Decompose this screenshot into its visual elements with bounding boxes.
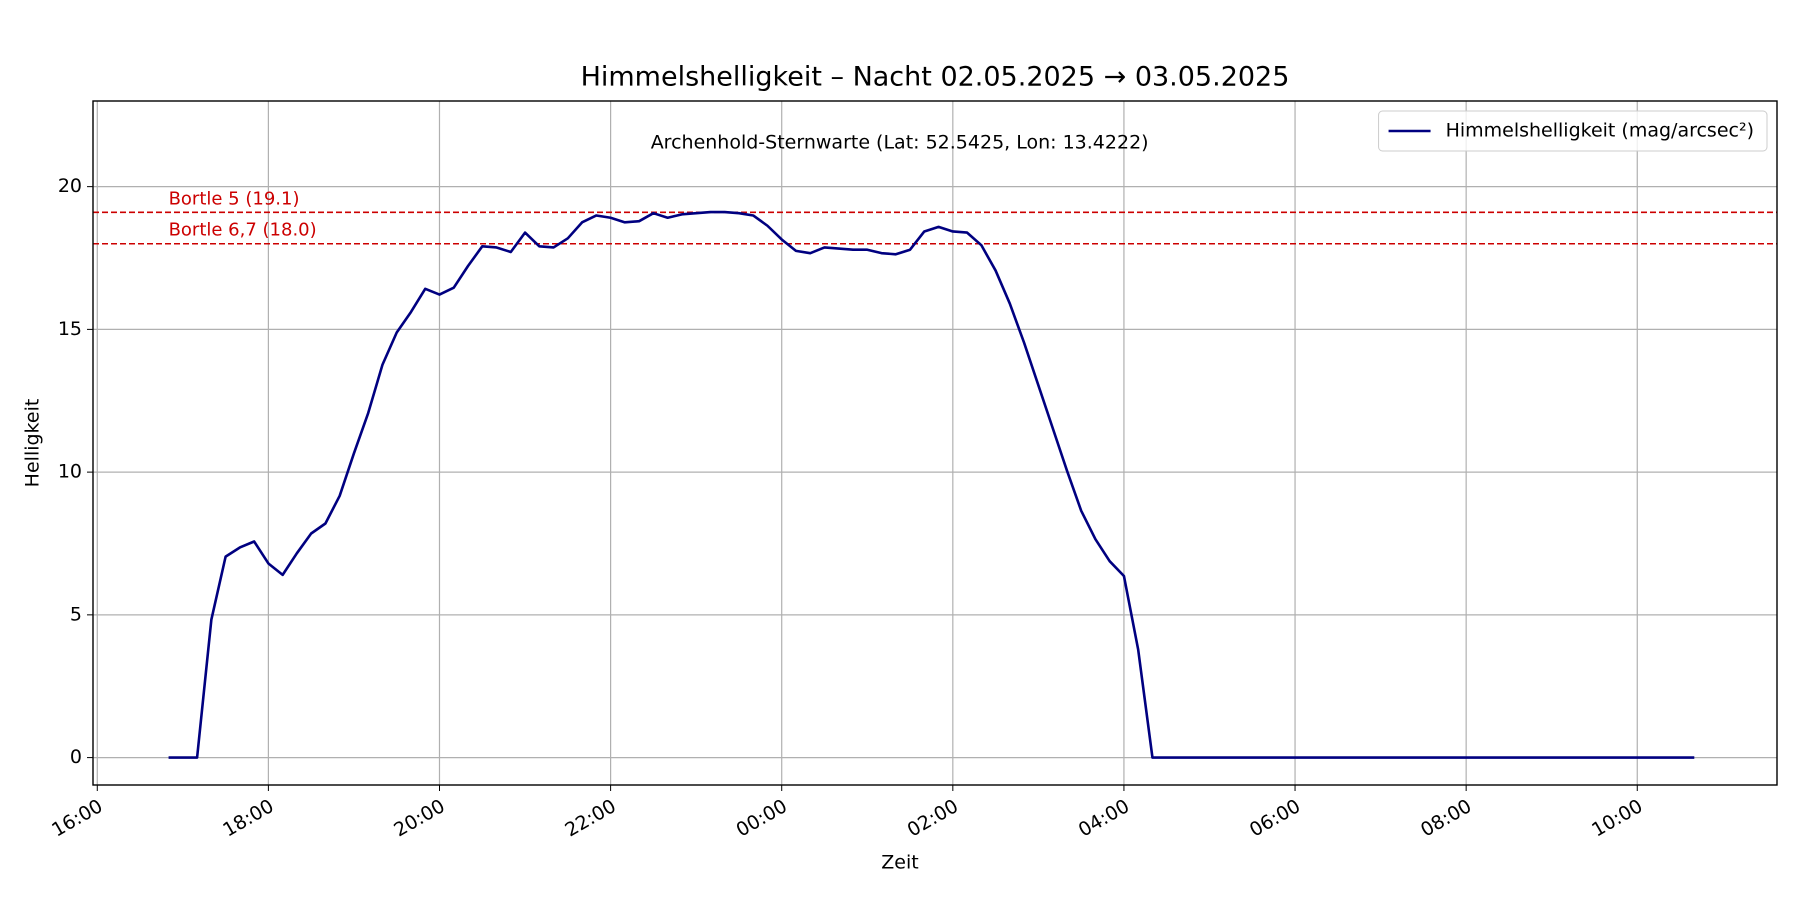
reference-label: Bortle 6,7 (18.0) [169,220,317,241]
y-tick-label: 15 [58,318,82,340]
subtitle: Archenhold-Sternwarte (Lat: 52.5425, Lon… [651,132,1149,154]
y-tick-label: 0 [70,746,82,768]
y-axis-label: Helligkeit [22,399,44,488]
reference-label: Bortle 5 (19.1) [169,188,300,209]
y-tick-label: 5 [70,603,82,625]
legend-box [1378,110,1768,152]
chart-title: Himmelshelligkeit – Nacht 02.05.2025 → 0… [581,62,1290,93]
y-tick-label: 20 [58,175,82,197]
plot-frame [92,100,1778,786]
y-tick-label: 10 [58,461,82,483]
data-line [168,210,1695,759]
legend-label: Himmelshelligkeit (mag/arcsec²) [1446,120,1754,142]
x-axis-label: Zeit [881,852,918,874]
